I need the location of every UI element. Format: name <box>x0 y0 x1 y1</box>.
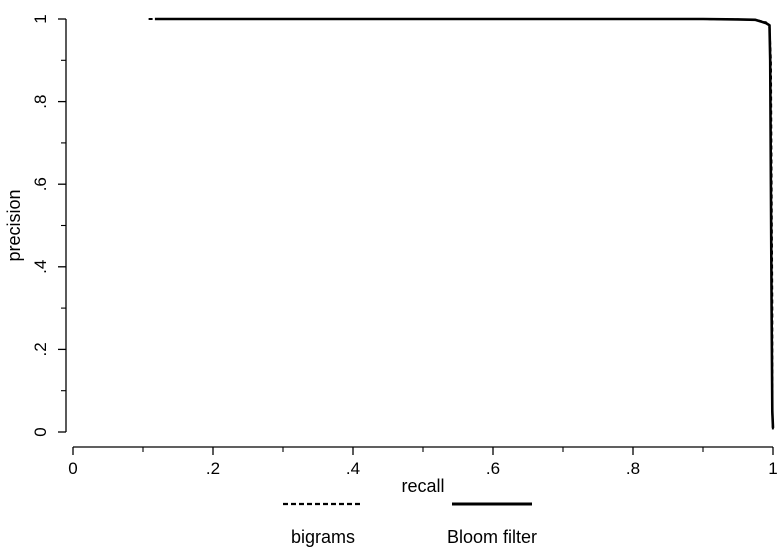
x-axis-title: recall <box>401 476 444 496</box>
legend-label: Bloom filter <box>447 527 537 547</box>
y-tick-label: .6 <box>31 177 50 191</box>
series-layer <box>148 17 775 433</box>
y-tick-label: 1 <box>31 14 50 23</box>
legend: bigrams Bloom filter <box>283 502 537 547</box>
series-line-bloom-filter <box>154 17 775 428</box>
series-line-bigrams <box>148 18 774 433</box>
legend-label: bigrams <box>291 527 355 547</box>
y-tick-label: .4 <box>31 260 50 274</box>
plot-area: 0 .2 .4 .6 .8 1 0 .2 .4 .6 .8 1 <box>31 14 778 478</box>
y-axis-title: precision <box>4 189 24 261</box>
x-tick-label: .6 <box>486 459 500 478</box>
x-tick-label: .2 <box>206 459 220 478</box>
y-ticks: 0 .2 .4 .6 .8 1 <box>31 14 66 437</box>
x-tick-label: .8 <box>626 459 640 478</box>
x-ticks: 0 .2 .4 .6 .8 1 <box>68 447 778 478</box>
x-tick-label: 1 <box>768 459 777 478</box>
y-tick-label: .2 <box>31 342 50 356</box>
x-tick-label: 0 <box>68 459 77 478</box>
y-tick-label: 0 <box>31 427 50 436</box>
x-tick-label: .4 <box>346 459 360 478</box>
y-tick-label: .8 <box>31 95 50 109</box>
